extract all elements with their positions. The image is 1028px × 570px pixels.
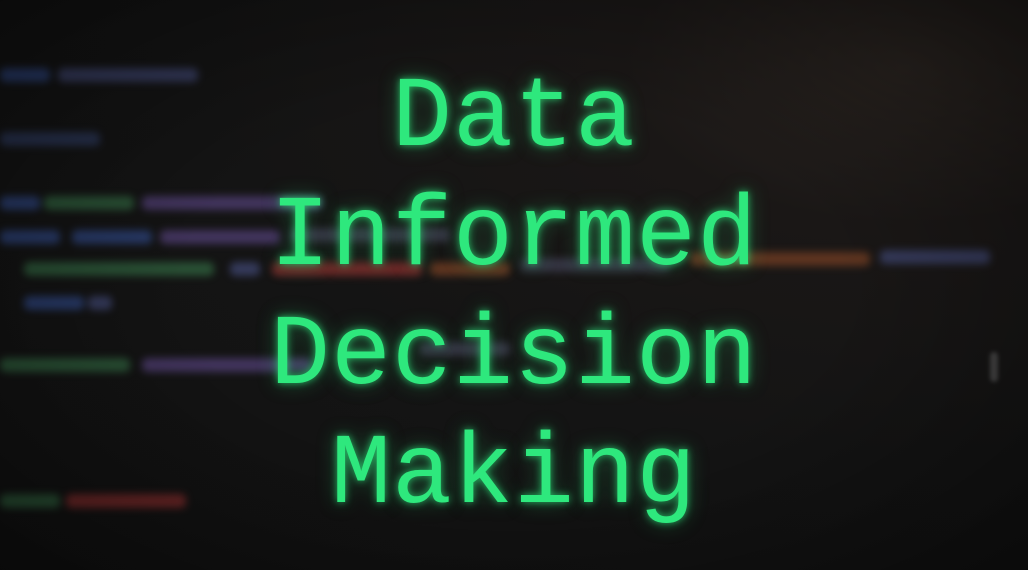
- headline: Data Informed Decision Making: [0, 60, 1028, 536]
- code-line: [290, 228, 450, 242]
- scrollbar-thumb: [990, 352, 998, 382]
- code-line: [142, 196, 322, 210]
- code-line: [272, 262, 422, 276]
- code-line: [430, 262, 510, 276]
- code-line: [0, 196, 40, 210]
- code-line: [0, 230, 60, 244]
- code-line: [66, 494, 186, 508]
- headline-line-3: Decision: [269, 301, 759, 414]
- code-line: [230, 262, 260, 276]
- headline-line-2: Informed: [269, 182, 759, 295]
- code-line: [0, 494, 60, 508]
- code-line: [72, 230, 152, 244]
- code-line: [24, 262, 214, 276]
- code-line: [420, 342, 510, 356]
- code-line: [0, 132, 100, 146]
- code-line: [58, 68, 198, 82]
- headline-line-1: Data: [391, 63, 637, 176]
- code-line: [88, 296, 112, 310]
- code-line: [0, 68, 50, 82]
- code-line: [880, 250, 990, 264]
- code-line: [44, 196, 134, 210]
- code-line: [142, 358, 312, 372]
- code-line: [520, 258, 670, 272]
- headline-line-4: Making: [330, 420, 698, 533]
- code-line: [160, 230, 280, 244]
- code-line: [24, 296, 84, 310]
- code-line: [690, 252, 870, 266]
- code-line: [0, 358, 130, 372]
